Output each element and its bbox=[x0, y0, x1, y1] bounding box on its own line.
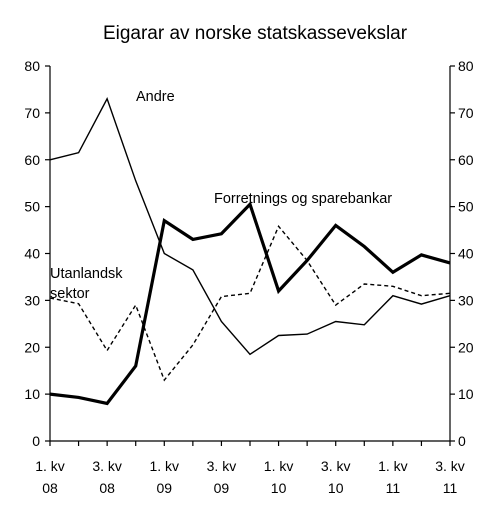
y-tick-label-right: 70 bbox=[458, 105, 474, 121]
series-labels: Andre Forretnings og sparebankar Utanlands… bbox=[50, 89, 392, 302]
y-tick-label-right: 80 bbox=[458, 58, 474, 74]
x-tick-label-year: 08 bbox=[99, 480, 115, 496]
y-tick-label-left: 80 bbox=[24, 58, 40, 74]
x-tick-label-quarter: 1. kv bbox=[264, 458, 294, 474]
x-tick-label-year: 09 bbox=[156, 480, 172, 496]
x-tick-label-year: 11 bbox=[443, 480, 458, 496]
series-line-2 bbox=[49, 201, 451, 406]
x-tick-label-year: 09 bbox=[214, 480, 230, 496]
y-tick-label-right: 40 bbox=[458, 246, 474, 262]
series-label: sektor bbox=[50, 286, 90, 302]
y-tick-label-left: 20 bbox=[24, 339, 40, 355]
y-tick-label-left: 60 bbox=[24, 152, 40, 168]
plot-frame bbox=[49, 66, 451, 442]
x-tick-label-quarter: 3. kv bbox=[207, 458, 237, 474]
y-tick-label-left: 40 bbox=[24, 246, 40, 262]
series-line-3 bbox=[49, 224, 451, 382]
x-tick-label-year: 11 bbox=[386, 480, 401, 496]
x-tick-label-quarter: 3. kv bbox=[92, 458, 122, 474]
chart-title: Eigarar av norske statskassevekslar bbox=[103, 23, 408, 44]
x-tick-label-quarter: 3. kv bbox=[321, 458, 351, 474]
series-line-1 bbox=[49, 97, 451, 356]
x-tick-label-quarter: 3. kv bbox=[435, 458, 465, 474]
x-tick-label-quarter: 1. kv bbox=[35, 458, 65, 474]
x-tick-label-year: 10 bbox=[328, 480, 344, 496]
y-tick-label-left: 10 bbox=[24, 386, 40, 402]
x-tick-label-year: 10 bbox=[271, 480, 287, 496]
series-label: Utanlandsk bbox=[50, 266, 123, 282]
y-tick-label-left: 70 bbox=[24, 105, 40, 121]
series-label: Andre bbox=[136, 89, 175, 105]
series-layer bbox=[49, 97, 451, 406]
x-tick-label-year: 08 bbox=[42, 480, 58, 496]
y-tick-label-right: 50 bbox=[458, 199, 474, 215]
y-tick-label-right: 0 bbox=[458, 433, 466, 449]
y-tick-label-left: 30 bbox=[24, 292, 40, 308]
x-tick-label-quarter: 1. kv bbox=[378, 458, 408, 474]
y-tick-label-right: 30 bbox=[458, 292, 474, 308]
x-tick-label-quarter: 1. kv bbox=[149, 458, 179, 474]
y-tick-label-right: 10 bbox=[458, 386, 474, 402]
y-tick-label-left: 50 bbox=[24, 199, 40, 215]
y-tick-label-left: 0 bbox=[32, 433, 40, 449]
y-tick-label-right: 60 bbox=[458, 152, 474, 168]
y-axis-ticks: 0 10 20 30 40 50 60 70 80 0 10 20 30 40 50 60 70 80 bbox=[24, 58, 473, 449]
y-tick-label-right: 20 bbox=[458, 339, 474, 355]
series-label: Forretnings og sparebankar bbox=[214, 191, 392, 207]
x-axis-ticks: 1. kv 08 3. kv 08 1. kv 09 3. kv 09 1. kv 10 3. kv… bbox=[35, 441, 465, 496]
